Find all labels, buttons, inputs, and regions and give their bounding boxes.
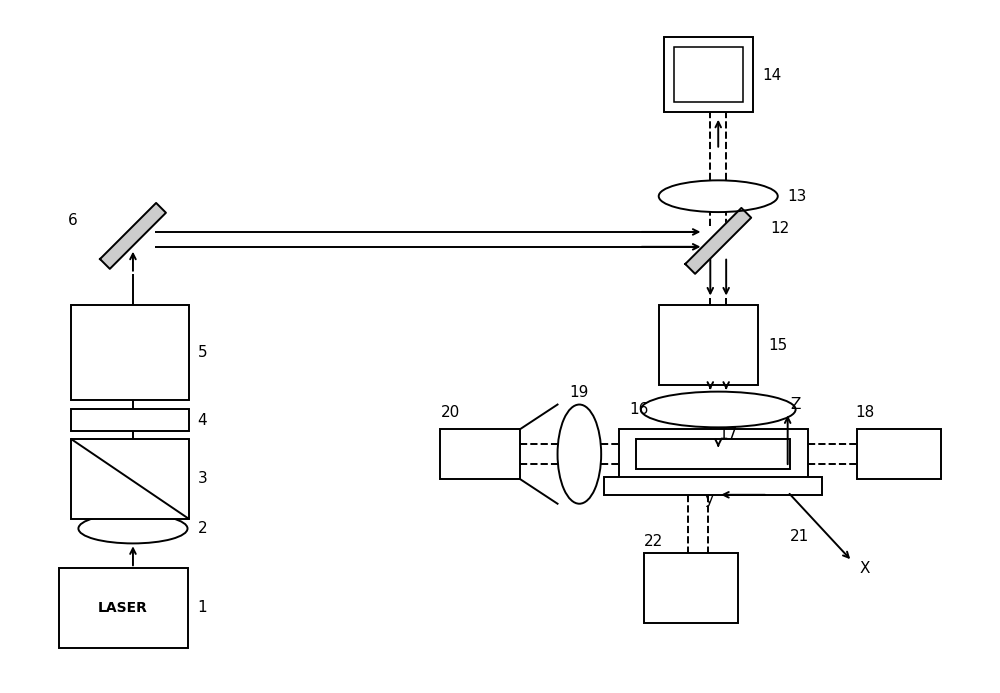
Bar [440,430,520,479]
Text: 14: 14 [762,68,781,82]
Polygon shape [100,203,166,269]
Text: LASER: LASER [98,601,148,615]
Text: 12: 12 [771,222,790,236]
Ellipse shape [78,514,188,543]
Ellipse shape [659,180,778,212]
Text: 2: 2 [197,521,207,536]
Text: 3: 3 [197,471,207,486]
Text: 4: 4 [197,413,207,428]
Bar [659,306,758,385]
Bar [664,37,753,112]
Text: 1: 1 [197,600,207,615]
Text: 15: 15 [768,337,787,353]
Bar [619,430,808,479]
Text: 5: 5 [197,345,207,360]
Text: 18: 18 [855,405,874,420]
Bar [674,47,743,102]
Ellipse shape [641,392,796,428]
Text: 13: 13 [788,188,807,204]
Bar [644,553,738,623]
Bar [71,410,189,431]
Text: X: X [859,561,870,576]
Text: 6: 6 [67,213,77,227]
Text: 21: 21 [790,529,809,544]
Bar [636,439,790,469]
Text: y: y [704,492,713,507]
Bar [604,477,822,495]
Bar [71,306,189,400]
Bar [71,439,189,518]
Text: Z: Z [791,397,801,412]
Bar [59,568,188,647]
Ellipse shape [558,405,601,504]
Bar [857,430,941,479]
Text: 22: 22 [644,534,663,549]
Text: 16: 16 [629,402,648,417]
Polygon shape [685,208,751,274]
Text: 17: 17 [718,427,737,442]
Text: 20: 20 [440,405,460,420]
Text: 19: 19 [569,385,589,400]
